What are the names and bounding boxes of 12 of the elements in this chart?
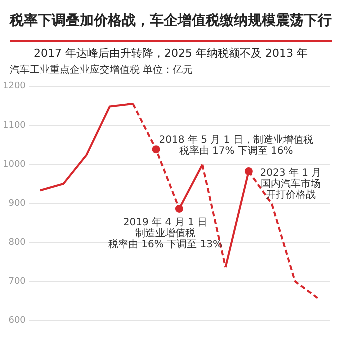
y-tick-label: 1100 <box>3 120 26 131</box>
y-tick-label: 900 <box>8 198 26 209</box>
y-tick-label: 600 <box>8 316 26 326</box>
y-tick-label: 1000 <box>3 160 26 170</box>
y-tick-label: 700 <box>8 276 26 287</box>
y-axis-title: 汽车工业重点企业应交增值税 单位：亿元 <box>10 64 194 76</box>
chart-subtitle: 2017 年达峰后由升转降，2025 年纳税额不及 2013 年 <box>33 46 309 60</box>
annotation: 2023 年 1 月国内汽车市场开打价格战 <box>260 167 322 202</box>
y-tick-label: 1200 <box>3 82 26 92</box>
chart-title: 税率下调叠加价格战，车企增值税缴纳规模震荡下行 <box>8 12 333 30</box>
annotation: 2018 年 5 月 1 日，制造业增值税税率由 17% 下调至 16% <box>159 134 314 158</box>
y-tick-label: 800 <box>8 238 26 248</box>
